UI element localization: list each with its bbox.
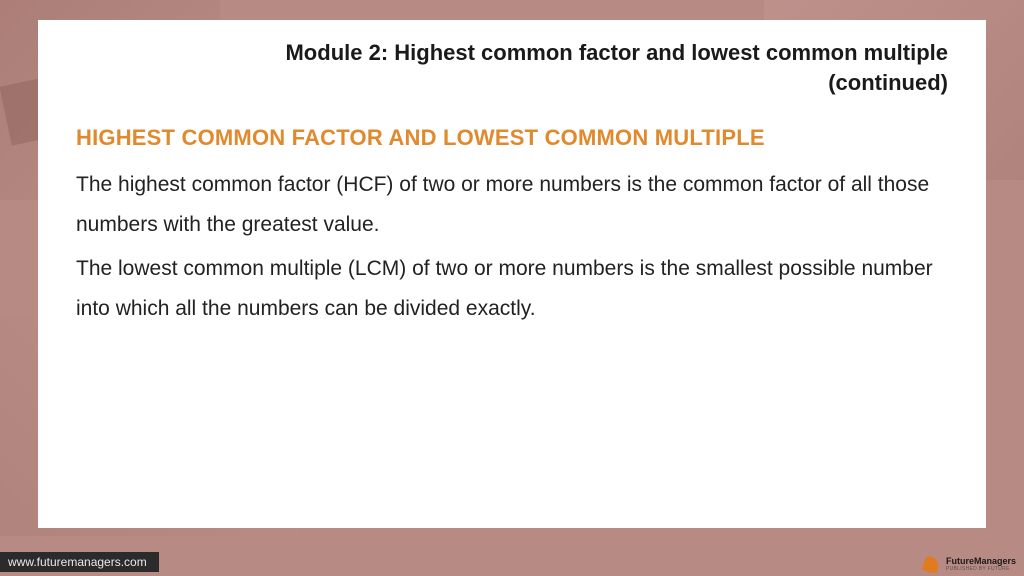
- slide-stage: Module 2: Highest common factor and lowe…: [0, 0, 1024, 576]
- paragraph-2: The lowest common multiple (LCM) of two …: [76, 249, 948, 329]
- module-title-line1: Module 2: Highest common factor and lowe…: [285, 40, 948, 65]
- brand-subtitle: PUBLISHED BY FUTURE: [946, 566, 1016, 572]
- section-heading: HIGHEST COMMON FACTOR AND LOWEST COMMON …: [76, 125, 948, 151]
- body-text: The highest common factor (HCF) of two o…: [76, 165, 948, 329]
- paragraph-1: The highest common factor (HCF) of two o…: [76, 165, 948, 245]
- brand-logo: FutureManagers PUBLISHED BY FUTURE: [924, 555, 1016, 573]
- module-title: Module 2: Highest common factor and lowe…: [76, 38, 948, 97]
- footer-url: www.futuremanagers.com: [0, 552, 159, 572]
- footer: www.futuremanagers.com FutureManagers PU…: [0, 548, 1024, 576]
- logo-swoosh-icon: [921, 552, 944, 575]
- logo-text-block: FutureManagers PUBLISHED BY FUTURE: [946, 557, 1016, 572]
- module-title-line2: (continued): [828, 70, 948, 95]
- content-card: Module 2: Highest common factor and lowe…: [38, 20, 986, 528]
- brand-name: FutureManagers: [946, 557, 1016, 566]
